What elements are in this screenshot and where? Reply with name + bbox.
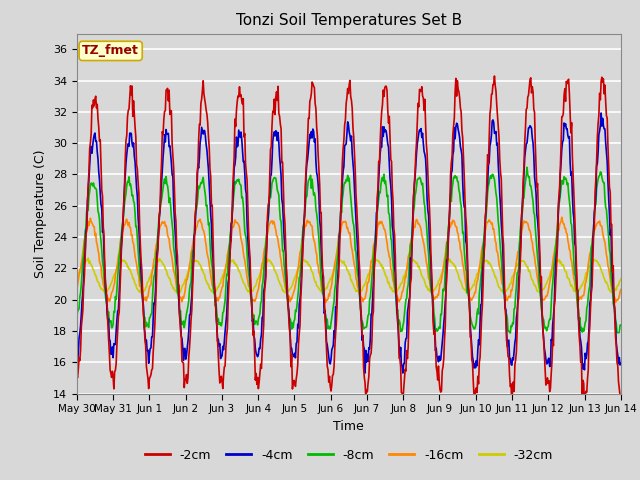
-8cm bbox=[83, 209, 90, 215]
-4cm bbox=[399, 370, 407, 376]
-2cm bbox=[580, 405, 588, 411]
-16cm bbox=[223, 261, 230, 266]
-4cm bbox=[83, 225, 90, 230]
-32cm bbox=[195, 260, 202, 265]
Y-axis label: Soil Temperature (C): Soil Temperature (C) bbox=[35, 149, 47, 278]
Text: TZ_fmet: TZ_fmet bbox=[82, 44, 139, 58]
-4cm bbox=[194, 161, 202, 167]
-8cm bbox=[223, 272, 230, 277]
-8cm bbox=[139, 294, 147, 300]
-32cm bbox=[140, 289, 147, 295]
-16cm bbox=[139, 296, 147, 301]
-32cm bbox=[617, 276, 625, 282]
-8cm bbox=[73, 314, 81, 320]
-32cm bbox=[73, 278, 81, 284]
-32cm bbox=[417, 267, 424, 273]
-32cm bbox=[83, 257, 90, 263]
-2cm bbox=[223, 333, 230, 339]
-4cm bbox=[617, 360, 625, 366]
Legend: -2cm, -4cm, -8cm, -16cm, -32cm: -2cm, -4cm, -8cm, -16cm, -32cm bbox=[140, 444, 558, 467]
-2cm bbox=[431, 327, 438, 333]
-8cm bbox=[431, 315, 438, 321]
-8cm bbox=[194, 193, 202, 199]
-16cm bbox=[73, 288, 81, 294]
Line: -2cm: -2cm bbox=[77, 76, 621, 408]
Line: -32cm: -32cm bbox=[77, 258, 621, 293]
-4cm bbox=[139, 299, 147, 304]
-32cm bbox=[223, 263, 231, 268]
-4cm bbox=[223, 312, 230, 318]
-32cm bbox=[84, 255, 92, 261]
-4cm bbox=[431, 348, 439, 353]
-16cm bbox=[558, 215, 566, 220]
Line: -16cm: -16cm bbox=[77, 217, 621, 302]
-16cm bbox=[194, 219, 202, 225]
-16cm bbox=[83, 227, 90, 233]
-4cm bbox=[597, 110, 605, 116]
-16cm bbox=[416, 222, 424, 228]
-2cm bbox=[194, 165, 202, 170]
-4cm bbox=[73, 349, 81, 355]
-32cm bbox=[246, 290, 254, 296]
Line: -8cm: -8cm bbox=[77, 168, 621, 333]
-8cm bbox=[523, 165, 531, 170]
-8cm bbox=[506, 330, 514, 336]
Title: Tonzi Soil Temperatures Set B: Tonzi Soil Temperatures Set B bbox=[236, 13, 462, 28]
-4cm bbox=[416, 127, 424, 133]
Line: -4cm: -4cm bbox=[77, 113, 621, 373]
-2cm bbox=[139, 289, 147, 295]
-2cm bbox=[415, 104, 422, 109]
-16cm bbox=[431, 294, 439, 300]
-2cm bbox=[491, 73, 499, 79]
-8cm bbox=[415, 176, 422, 181]
-16cm bbox=[617, 287, 625, 292]
-2cm bbox=[83, 228, 90, 233]
-2cm bbox=[73, 372, 81, 378]
X-axis label: Time: Time bbox=[333, 420, 364, 432]
-16cm bbox=[322, 300, 330, 305]
-8cm bbox=[617, 322, 625, 328]
-32cm bbox=[433, 284, 440, 290]
-2cm bbox=[617, 392, 625, 398]
